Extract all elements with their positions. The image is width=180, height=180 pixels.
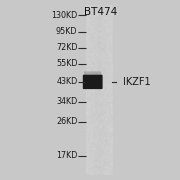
Bar (86, 5, 112, 175)
Text: 130KD: 130KD (51, 11, 77, 20)
Text: BT474: BT474 (84, 7, 117, 17)
Text: IKZF1: IKZF1 (123, 77, 151, 87)
Text: 55KD: 55KD (56, 59, 77, 68)
Text: 95KD: 95KD (56, 27, 77, 36)
Text: 17KD: 17KD (56, 151, 77, 160)
FancyBboxPatch shape (83, 75, 103, 89)
FancyBboxPatch shape (84, 71, 101, 77)
Text: 26KD: 26KD (56, 117, 77, 126)
Text: 43KD: 43KD (56, 77, 77, 86)
Text: 72KD: 72KD (56, 43, 77, 52)
Text: 34KD: 34KD (56, 97, 77, 106)
